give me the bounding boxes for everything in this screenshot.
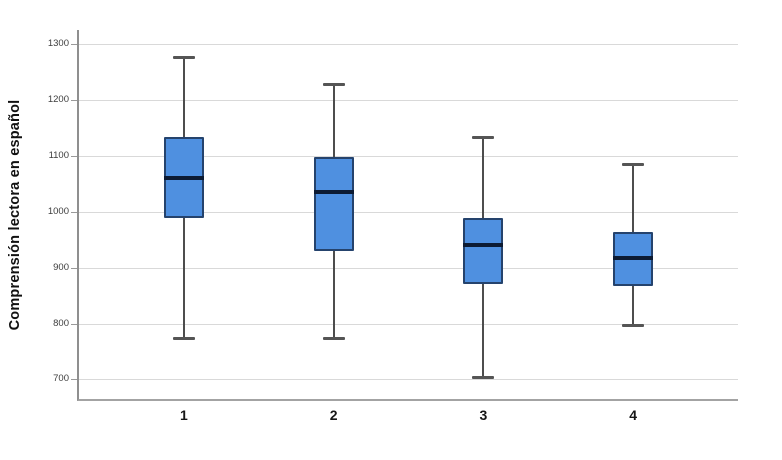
y-tick-mark [71, 323, 77, 325]
median-line [163, 176, 204, 181]
y-tick-label: 1000 [47, 205, 69, 217]
x-tick-label: 3 [479, 407, 488, 423]
y-tick-label: 900 [53, 261, 69, 273]
median-line [613, 256, 654, 261]
gridline [79, 323, 738, 325]
gridline [79, 379, 738, 381]
x-tick-label: 2 [329, 407, 338, 423]
whisker-cap-low [622, 323, 645, 327]
y-tick-mark [71, 379, 77, 381]
y-tick-mark [71, 211, 77, 213]
y-tick-label: 700 [53, 373, 69, 385]
whisker-cap-low [472, 376, 495, 380]
y-axis-title: Comprensión lectora en español [7, 99, 23, 331]
y-tick-label: 1300 [47, 37, 69, 49]
y-tick-mark [71, 99, 77, 101]
y-tick-label: 1100 [48, 149, 69, 161]
whisker-cap-low [322, 337, 345, 341]
whisker-cap-low [172, 337, 195, 341]
x-tick-label: 1 [179, 407, 188, 423]
whisker-cap-high [472, 135, 495, 139]
whisker-cap-high [172, 55, 195, 59]
gridline [79, 211, 738, 213]
gridline [79, 99, 738, 101]
y-tick-label: 800 [53, 317, 69, 329]
gridline [79, 43, 738, 45]
y-tick-mark [71, 267, 77, 269]
y-tick-label: 1200 [47, 93, 69, 105]
whisker-cap-high [622, 163, 645, 167]
median-line [313, 190, 354, 195]
y-tick-mark [71, 43, 77, 45]
plot-area: 700 800 900 1000 1100 1200 1300 1 2 3 4 [48, 30, 738, 423]
median-line [463, 243, 504, 248]
gridline [79, 155, 738, 157]
y-tick-mark [71, 155, 77, 157]
whisker-cap-high [322, 82, 345, 86]
x-tick-label: 4 [629, 407, 638, 423]
box-iqr [313, 157, 354, 251]
gridline [79, 267, 738, 269]
box-iqr [463, 218, 504, 285]
